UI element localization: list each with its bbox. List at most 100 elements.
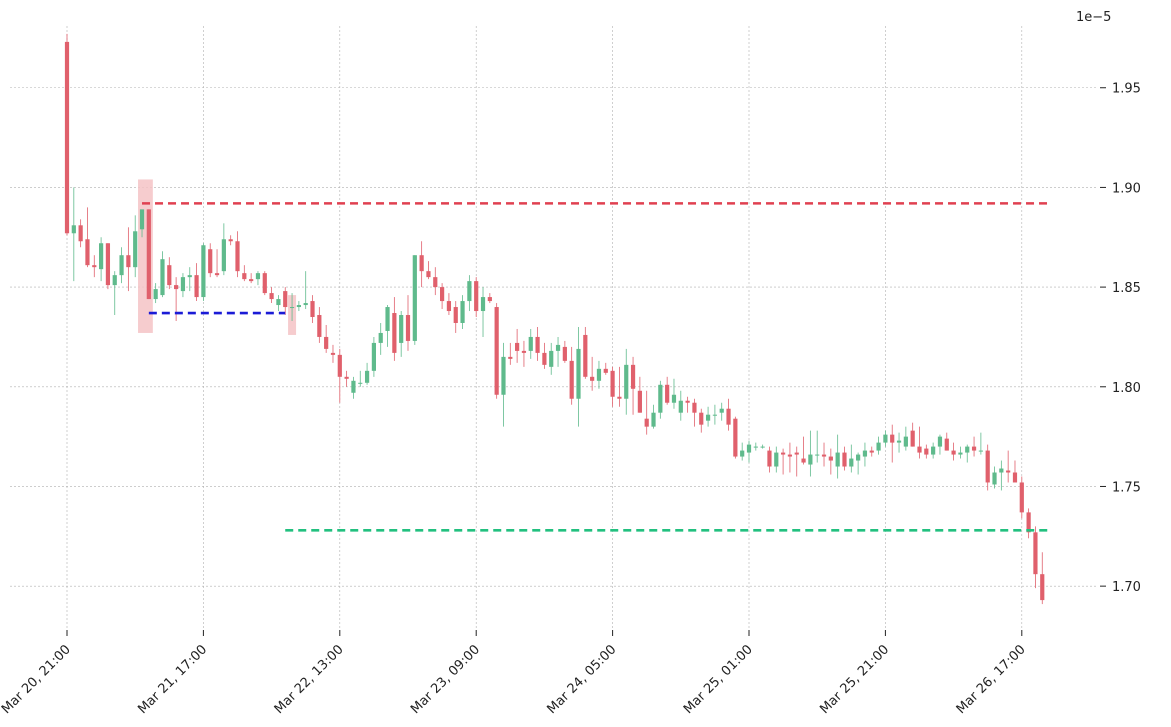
x-tick-label: Mar 26, 17:00 (954, 642, 1029, 717)
y-tick-label: 1.95 (1112, 82, 1141, 97)
candle-body (214, 273, 220, 276)
x-tick-label: Mar 23, 09:00 (408, 642, 483, 717)
candle-body (385, 307, 390, 331)
candle-body (296, 305, 301, 308)
candle-body (105, 243, 111, 286)
candle-body (187, 275, 192, 278)
candle-body (337, 354, 342, 377)
candle-body (249, 279, 254, 282)
candle-body (685, 400, 690, 403)
candle-body (426, 271, 431, 278)
candle-body (658, 384, 663, 413)
candle-body (910, 430, 915, 447)
candle-body (487, 297, 492, 302)
candle-body (317, 315, 322, 337)
candle-body (78, 225, 83, 242)
candle-body (992, 472, 997, 485)
candle-body (965, 446, 970, 453)
candle-body (228, 239, 233, 242)
candle-body (630, 364, 636, 389)
candle-body (801, 458, 806, 463)
candle-body (931, 446, 936, 455)
candle-body (890, 434, 895, 443)
candle-body (85, 239, 90, 266)
candle-body (330, 352, 336, 355)
y-multiplier-label: 1e−5 (1076, 10, 1111, 25)
candle-body (781, 452, 786, 455)
candle-body (358, 382, 363, 384)
candle-body (180, 277, 186, 292)
y-tick-label: 1.80 (1112, 381, 1141, 396)
candle-body (753, 446, 758, 448)
candle-body (705, 414, 711, 421)
candle-body (590, 376, 595, 381)
candle-body (869, 450, 874, 453)
candle-body (289, 307, 295, 309)
candle-body (508, 356, 513, 359)
candle-body (610, 370, 615, 397)
x-tick-label: Mar 21, 17:00 (135, 642, 210, 717)
x-tick-label: Mar 25, 21:00 (817, 642, 892, 717)
candle-body (146, 209, 151, 300)
candle-body (856, 454, 861, 461)
candle-body (821, 454, 827, 457)
candle-body (371, 342, 376, 371)
candle-body (71, 225, 76, 234)
candle-body (903, 436, 908, 447)
candle-body (862, 450, 868, 457)
candle-body (549, 350, 554, 367)
candle-body (815, 454, 820, 456)
candle-body (167, 265, 172, 286)
candle-body (596, 368, 602, 381)
candle-body (501, 356, 506, 395)
candle-body (624, 364, 629, 399)
candle-body (112, 275, 117, 286)
candle-body (1012, 472, 1018, 483)
candle-body (208, 249, 213, 274)
candle-body (883, 434, 888, 443)
level-lines (142, 202, 1050, 532)
candle-body (378, 332, 383, 343)
candle-body (985, 450, 990, 483)
candle-body (999, 468, 1004, 473)
candle-body (569, 360, 574, 399)
candle-body (310, 301, 315, 318)
candle-body (528, 336, 533, 351)
candle-body (849, 458, 854, 467)
candle-body (494, 307, 499, 395)
candle-body (242, 273, 247, 280)
candle-body (515, 342, 520, 351)
candle-body (399, 315, 404, 343)
x-tick-label: Mar 22, 13:00 (272, 642, 347, 717)
candle-body (542, 352, 547, 365)
candle-body (651, 412, 656, 427)
candle-body (699, 412, 704, 425)
y-tick-label: 1.85 (1112, 281, 1141, 296)
candle-body (733, 418, 738, 457)
x-tick-label: Mar 20, 21:00 (0, 642, 74, 717)
candle-body (392, 313, 397, 353)
candle-body (419, 255, 424, 272)
candle-body (440, 287, 445, 302)
candle-body (555, 344, 561, 351)
candle-body (1006, 470, 1011, 473)
candle-body (460, 301, 465, 323)
candle-body (740, 450, 745, 457)
candle-body (767, 450, 772, 467)
y-tick-label: 1.75 (1112, 480, 1141, 495)
candle-body (303, 303, 308, 306)
candle-body (283, 291, 288, 308)
candle-body (153, 289, 158, 300)
candle-body (951, 450, 956, 455)
candle-body (92, 265, 97, 268)
candle-body (842, 452, 847, 467)
candle-body (712, 414, 717, 416)
candle-body (99, 243, 104, 270)
candle-body (808, 454, 813, 465)
candle-body (133, 231, 138, 268)
candle-body (276, 299, 281, 306)
candle-body (453, 307, 458, 323)
candle-body (978, 450, 983, 452)
candle-body (474, 281, 479, 312)
